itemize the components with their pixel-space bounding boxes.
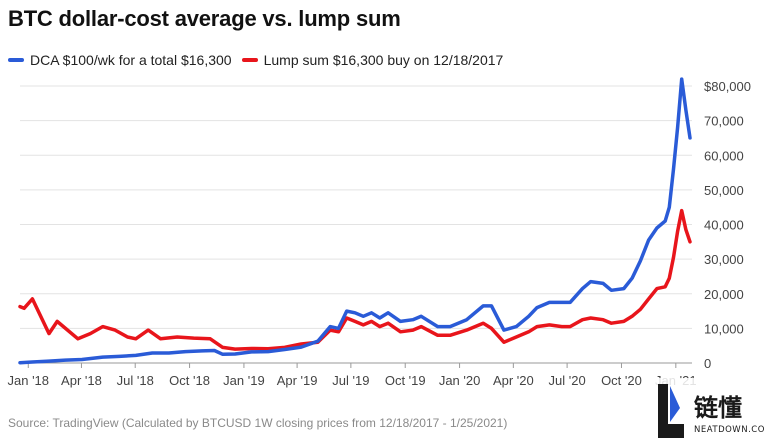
y-tick-label: 50,000 <box>704 183 744 198</box>
x-tick-label: Jan '18 <box>8 373 50 388</box>
legend-swatch-dca <box>8 58 24 62</box>
series-line-lump <box>18 208 692 351</box>
legend-item-dca: DCA $100/wk for a total $16,300 <box>8 52 232 68</box>
chart-title: BTC dollar-cost average vs. lump sum <box>8 6 401 31</box>
x-tick-label: Apr '18 <box>61 373 102 388</box>
chart-legend: DCA $100/wk for a total $16,300 Lump sum… <box>8 52 503 68</box>
x-tick-label: Apr '19 <box>277 373 318 388</box>
x-tick-label: Oct '19 <box>385 373 426 388</box>
x-tick-label: Apr '20 <box>493 373 534 388</box>
watermark-en-text: NEATDOWN.COM <box>694 425 764 435</box>
source-note: Source: TradingView (Calculated by BTCUS… <box>8 416 508 430</box>
x-axis-ticks: Jan '18 Apr '18 Jul '18 Oct '18 Jan '19 Apr '… <box>8 363 697 388</box>
y-tick-label: 10,000 <box>704 321 744 336</box>
legend-swatch-lump <box>241 58 258 62</box>
y-tick-label: 30,000 <box>704 252 744 267</box>
series-layer <box>18 77 692 365</box>
x-tick-label: Jan '20 <box>439 373 481 388</box>
series-line-dca <box>18 77 692 365</box>
y-tick-label: 20,000 <box>704 287 744 302</box>
watermark-cn-text: 链懂 <box>694 394 742 422</box>
x-tick-label: Oct '18 <box>169 373 210 388</box>
y-tick-label: 70,000 <box>704 114 744 129</box>
legend-label-dca: DCA $100/wk for a total $16,300 <box>30 52 232 68</box>
y-tick-label: 0 <box>704 356 711 371</box>
y-tick-label: $80,000 <box>704 79 751 94</box>
x-tick-label: Jul '20 <box>549 373 586 388</box>
x-tick-label: Oct '20 <box>601 373 642 388</box>
legend-label-lump: Lump sum $16,300 buy on 12/18/2017 <box>263 52 504 68</box>
legend-item-lump: Lump sum $16,300 buy on 12/18/2017 <box>241 52 504 68</box>
x-tick-label: Jul '19 <box>332 373 369 388</box>
x-tick-label: Jan '19 <box>223 373 265 388</box>
x-tick-label: Jul '18 <box>117 373 154 388</box>
y-tick-label: 40,000 <box>704 218 744 233</box>
watermark-logo: 链懂 NEATDOWN.COM <box>650 378 764 448</box>
watermark-accent-mark <box>670 386 680 422</box>
watermark-l-mark <box>658 384 684 438</box>
y-tick-label: 60,000 <box>704 148 744 163</box>
y-axis-ticks: $80,000 70,000 60,000 50,000 40,000 30,000 20,… <box>704 79 751 371</box>
